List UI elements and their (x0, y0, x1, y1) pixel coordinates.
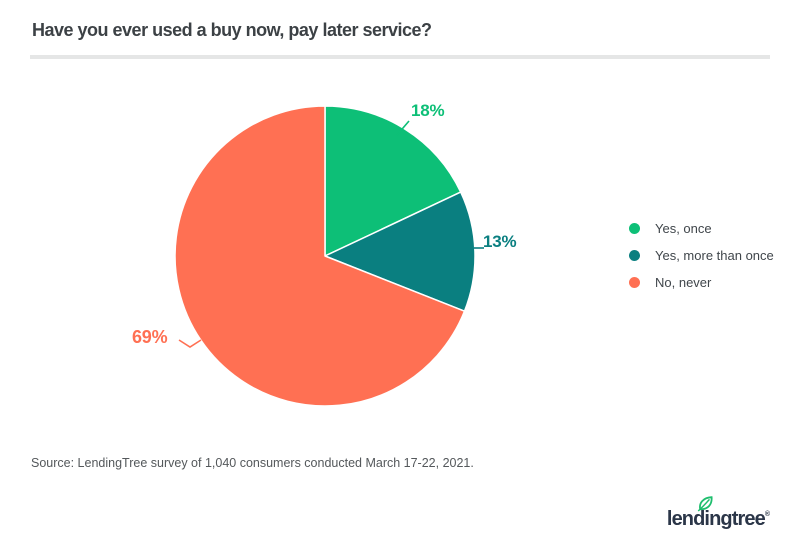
registered-mark: ® (764, 511, 770, 518)
legend-item-yes-once: Yes, once (629, 221, 774, 236)
source-note: Source: LendingTree survey of 1,040 cons… (31, 456, 474, 470)
pie-slices (174, 105, 476, 407)
leader-line-yes-once (396, 120, 410, 136)
legend-swatch-no-never (629, 277, 640, 288)
pie-value-label-yes-once: 18% (411, 101, 445, 120)
legend-item-no-never: No, never (629, 275, 774, 290)
legend-swatch-yes-once (629, 223, 640, 234)
pie-slice-yes-once (324, 105, 462, 257)
leaf-icon (697, 496, 713, 512)
pie-value-label-no-never: 69% (132, 327, 168, 347)
logo-wordmark: lendingtree® (666, 508, 770, 530)
lendingtree-logo: lendingtree® (667, 496, 770, 532)
legend-label-yes-more-than-once: Yes, more than once (655, 248, 774, 263)
legend: Yes, once Yes, more than once No, never (629, 221, 774, 302)
legend-label-yes-once: Yes, once (655, 221, 712, 236)
page-title: Have you ever used a buy now, pay later … (32, 20, 432, 40)
pie-value-label-yes-more-than-once: 13% (483, 232, 517, 251)
leader-line-no-never (178, 339, 202, 348)
legend-item-yes-more-than-once: Yes, more than once (629, 248, 774, 263)
legend-label-no-never: No, never (655, 275, 712, 290)
title-divider (30, 55, 770, 59)
pie-slice-yes-more-than-once (324, 191, 476, 312)
legend-swatch-yes-more-than-once (629, 250, 640, 261)
